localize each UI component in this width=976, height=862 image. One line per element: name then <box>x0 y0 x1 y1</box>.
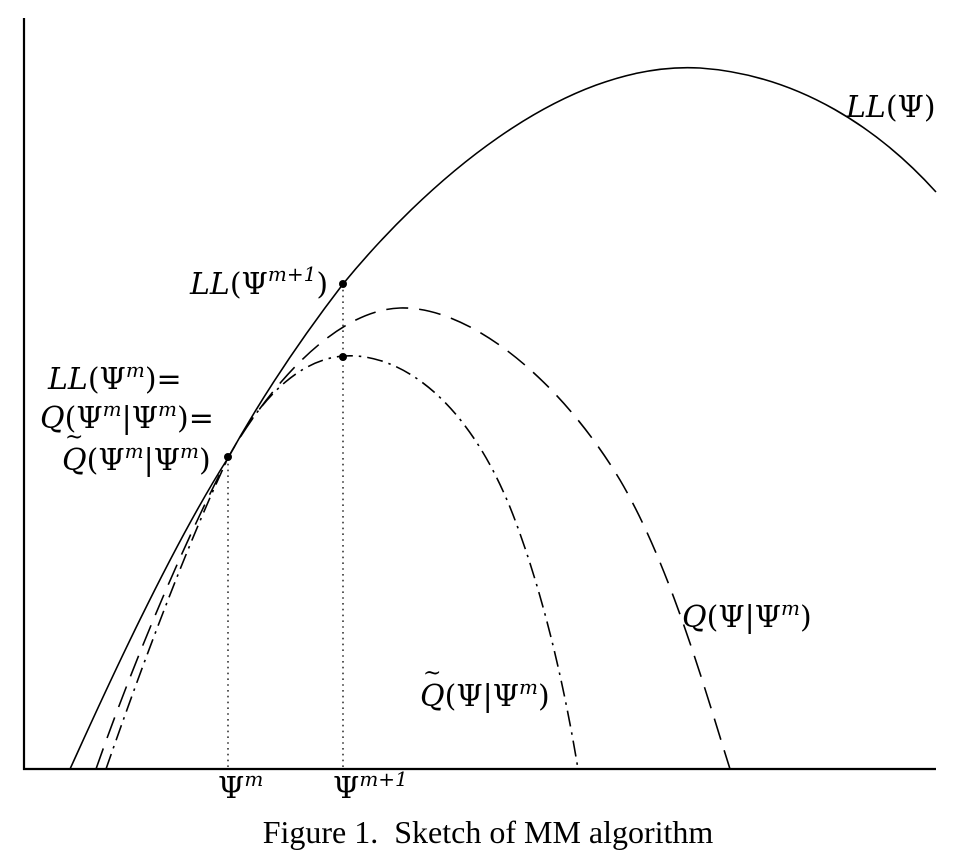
ll-curve-label: LL(Ψ) <box>845 90 936 125</box>
equality-line-3-tilde: ~ <box>65 425 83 450</box>
psi-m-tick-label: Ψm <box>218 767 263 806</box>
equality-line-1: LL(Ψm)= <box>47 358 182 397</box>
q-tilde-curve-tilde: ~ <box>423 661 441 686</box>
log-likelihood-curve <box>69 66 937 770</box>
next-iterate-ll-point <box>339 280 347 288</box>
figure-caption: Figure 1. Sketch of MM algorithm <box>262 814 714 850</box>
q-curve-label: Q(Ψ|Ψm) <box>682 596 812 635</box>
next-iterate-qtilde-point <box>339 353 347 361</box>
equality-line-2: Q(Ψm|Ψm)= <box>40 397 214 436</box>
ll-next-label: LL(Ψm+1) <box>189 262 328 302</box>
current-iterate-point <box>224 453 232 461</box>
psi-m1-tick-label: Ψm+1 <box>333 767 408 806</box>
q-minorizer-curve <box>95 307 731 770</box>
equality-line-3: Q(Ψm|Ψm) <box>62 439 211 478</box>
q-tilde-curve-label: Q(Ψ|Ψm) <box>420 675 550 714</box>
mm-algorithm-sketch: LL(Ψ) Q(Ψ|Ψm) Q(Ψ|Ψm) ~ LL(Ψm+1) LL(Ψm)=… <box>22 18 937 806</box>
